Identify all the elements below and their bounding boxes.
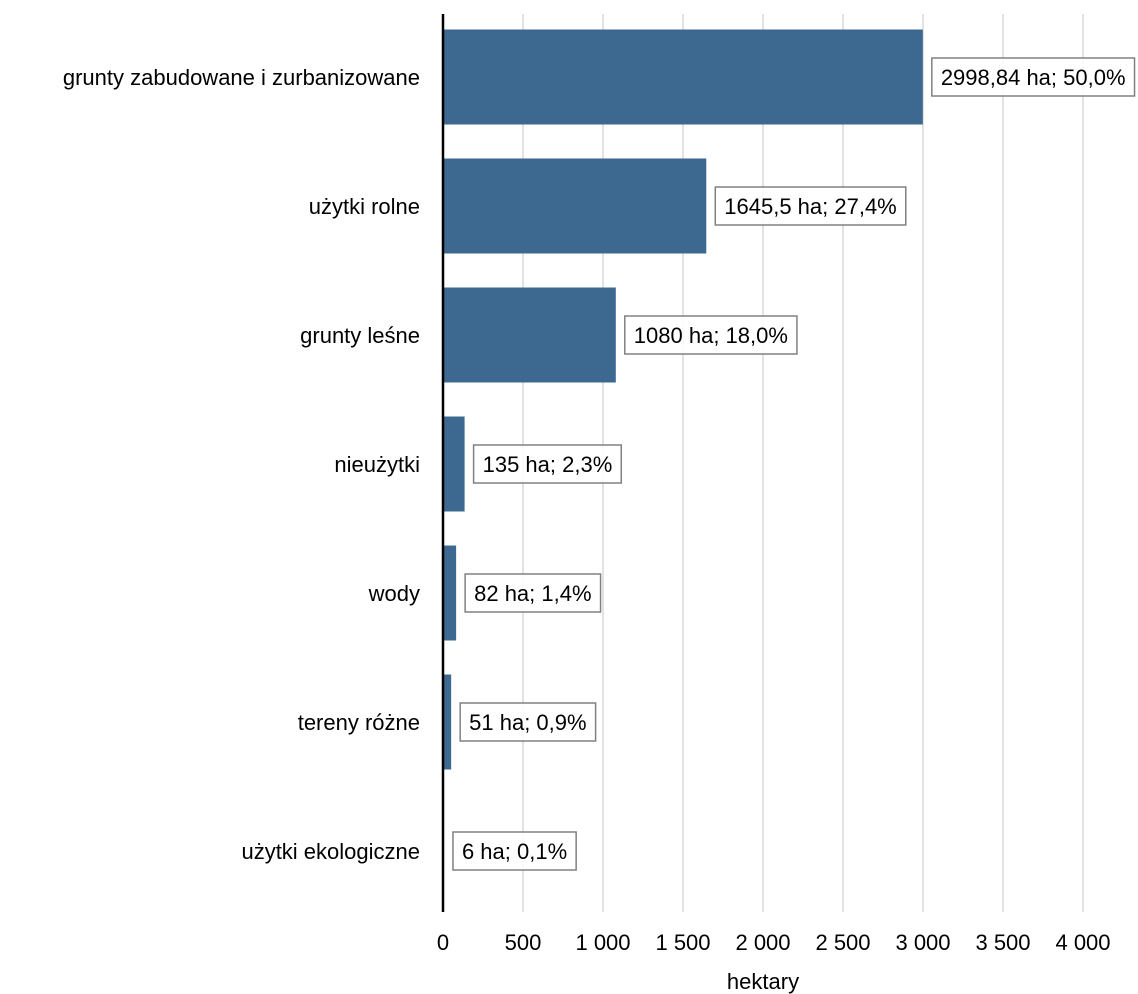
category-label: użytki ekologiczne <box>241 839 420 864</box>
x-tick-label: 500 <box>505 930 542 955</box>
data-label: 51 ha; 0,9% <box>459 702 597 742</box>
category-label: użytki rolne <box>309 194 420 219</box>
data-label-box <box>714 186 907 226</box>
data-label-box <box>459 702 597 742</box>
bars <box>443 29 923 899</box>
data-label: 1080 ha; 18,0% <box>624 315 798 355</box>
x-tick-label: 3 500 <box>975 930 1030 955</box>
category-label: grunty leśne <box>300 323 420 348</box>
data-label-text: 135 ha; 2,3% <box>483 452 613 477</box>
category-label: nieużytki <box>334 452 420 477</box>
category-label: wody <box>368 581 420 606</box>
data-label: 82 ha; 1,4% <box>464 573 602 613</box>
x-tick-labels: 0 500 1 000 1 500 2 000 2 500 3 000 3 500 4 000 <box>437 930 1111 955</box>
x-tick-label: 0 <box>437 930 449 955</box>
x-tick-label: 2 500 <box>815 930 870 955</box>
x-axis-title: hektary <box>727 969 799 994</box>
data-label: 6 ha; 0,1% <box>452 831 577 871</box>
data-label-text: 2998,84 ha; 50,0% <box>941 65 1126 90</box>
x-tick-label: 3 000 <box>895 930 950 955</box>
data-label-box <box>931 57 1136 97</box>
data-labels: 2998,84 ha; 50,0% 1645,5 ha; 27,4% 1080 ha… <box>452 57 1136 871</box>
x-tick-label: 1 500 <box>655 930 710 955</box>
category-labels: grunty zabudowane i zurbanizowane użytki … <box>63 65 420 864</box>
category-label: grunty zabudowane i zurbanizowane <box>63 65 420 90</box>
category-label: tereny różne <box>298 710 420 735</box>
bar <box>443 29 923 125</box>
data-label-box <box>472 444 623 484</box>
data-label-text: 6 ha; 0,1% <box>462 839 567 864</box>
data-label-text: 51 ha; 0,9% <box>469 710 586 735</box>
data-label-text: 1645,5 ha; 27,4% <box>724 194 896 219</box>
x-tick-label: 4 000 <box>1055 930 1110 955</box>
bar <box>443 158 707 254</box>
bar <box>443 416 465 512</box>
bar <box>443 545 457 641</box>
data-label-box <box>464 573 602 613</box>
data-label-text: 1080 ha; 18,0% <box>634 323 788 348</box>
x-tick-label: 1 000 <box>575 930 630 955</box>
x-tick-label: 2 000 <box>735 930 790 955</box>
data-label-box <box>452 831 577 871</box>
bar <box>443 287 616 383</box>
data-label: 2998,84 ha; 50,0% <box>931 57 1136 97</box>
data-label: 135 ha; 2,3% <box>472 444 623 484</box>
data-label-box <box>624 315 798 355</box>
data-label-text: 82 ha; 1,4% <box>474 581 591 606</box>
data-label: 1645,5 ha; 27,4% <box>714 186 907 226</box>
bar <box>443 674 452 770</box>
